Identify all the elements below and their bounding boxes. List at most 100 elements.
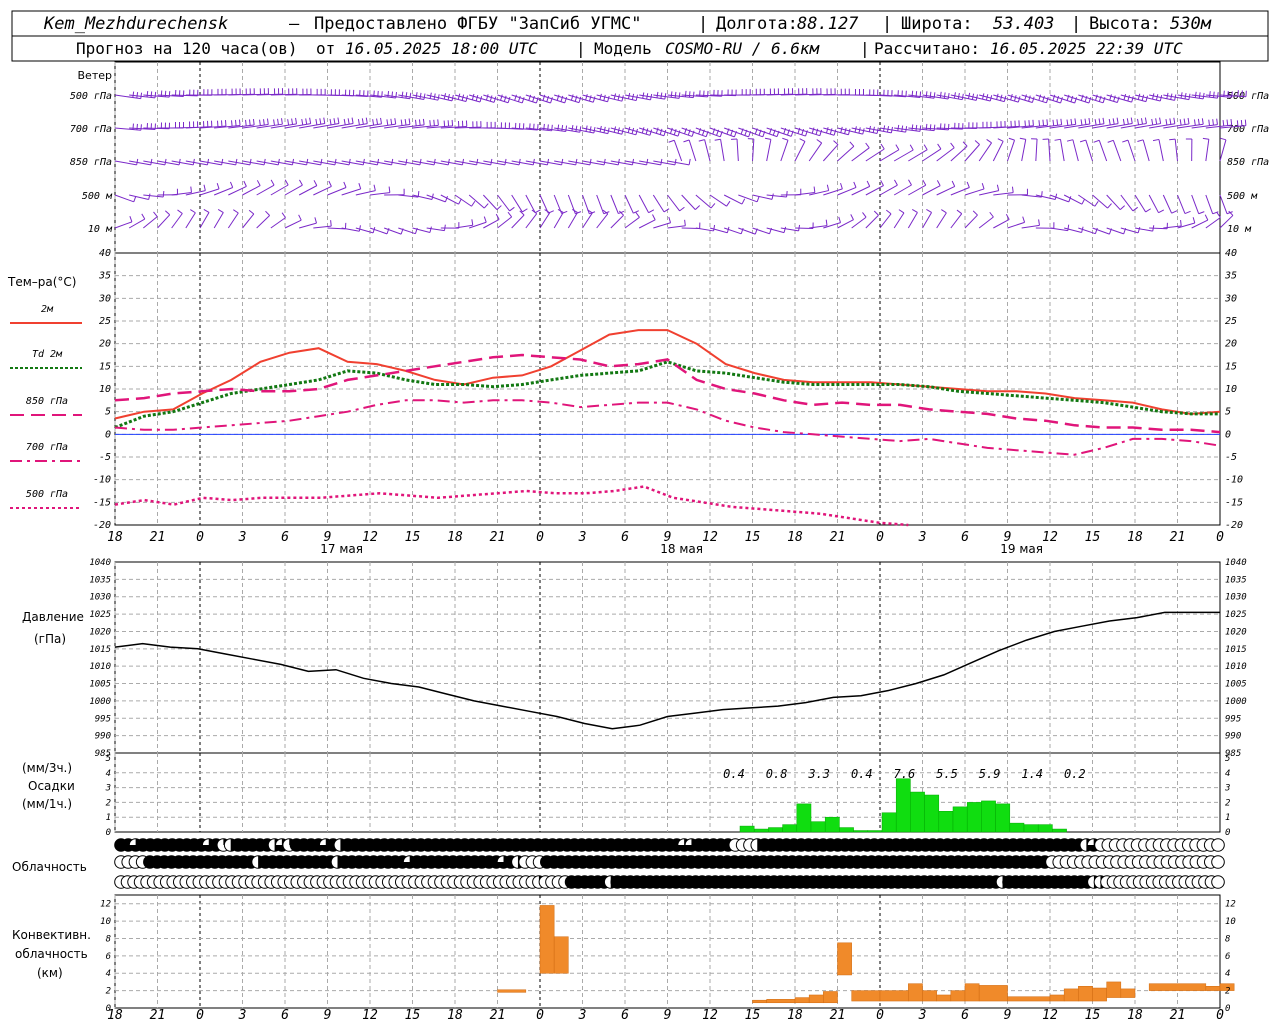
- wind-barb-icon: [624, 194, 634, 214]
- wind-level-label-left: 700 гПа: [70, 124, 112, 135]
- convective-y-tick-left: 6: [106, 952, 111, 962]
- convective-y-tick-right: 10: [1225, 917, 1236, 927]
- wind-barb-icon: [1191, 194, 1200, 214]
- wind-barb-feather: [319, 118, 322, 125]
- convective-bar: [752, 999, 767, 1004]
- precip-bar: [824, 816, 840, 833]
- wind-barb-feather: [140, 92, 143, 99]
- wind-barb-feather: [1107, 203, 1112, 209]
- pressure-y-tick-right: 995: [1225, 714, 1241, 724]
- wind-barb-icon: [1142, 139, 1150, 162]
- wind-barb-icon: [185, 212, 196, 229]
- temp-x-tick-label: 9: [324, 530, 332, 545]
- convective-y-tick-left: 2: [106, 987, 111, 997]
- wind-barb-icon: [837, 186, 857, 196]
- wind-barb-feather: [248, 209, 255, 215]
- wind-barb-feather: [607, 95, 610, 102]
- convective-bar: [766, 999, 796, 1004]
- wind-barb-icon: [299, 123, 325, 129]
- wind-barb-feather: [217, 209, 224, 213]
- wind-barb-feather: [799, 138, 806, 142]
- wind-barb-feather: [1008, 137, 1015, 141]
- wind-barb-feather: [1094, 227, 1098, 234]
- wind-barb-feather: [140, 124, 142, 131]
- pressure-title: Давление: [22, 610, 84, 624]
- pressure-y-tick-left: 1025: [89, 610, 111, 620]
- wind-barb-feather: [1226, 119, 1229, 126]
- wind-barb-icon: [539, 160, 562, 166]
- wind-barb-icon: [1007, 125, 1034, 129]
- wind-barb-icon: [1177, 222, 1195, 229]
- wind-barb-icon: [596, 160, 619, 166]
- temp-x-tick-label: 6: [961, 530, 969, 545]
- wind-barb-icon: [695, 127, 721, 138]
- precip-y-tick-right: 2: [1225, 798, 1230, 808]
- convective-y-tick-right: 2: [1225, 987, 1230, 997]
- wind-barb-feather: [281, 118, 283, 125]
- wind-barb-icon: [440, 94, 467, 102]
- wind-barb-feather: [950, 142, 955, 149]
- wind-barb-feather: [771, 193, 774, 200]
- wind-barb-feather: [947, 92, 950, 100]
- conv-x-tick-label: 12: [362, 1008, 378, 1023]
- wind-barb-feather: [997, 138, 1004, 142]
- pressure-y-tick-right: 1010: [1225, 662, 1247, 672]
- wind-barb-feather: [648, 209, 655, 214]
- wind-barb-icon: [979, 94, 1005, 103]
- wind-barb-feather: [873, 210, 879, 216]
- wind-barb-icon: [185, 126, 212, 129]
- temp-y-tick-right: -5: [1225, 452, 1237, 463]
- svg-text:|: |: [698, 14, 708, 34]
- wind-barb-feather: [1208, 119, 1211, 126]
- wind-barb-feather: [372, 226, 376, 234]
- conv-x-tick-label: 18: [107, 1008, 123, 1023]
- temp-x-tick-label: 21: [830, 530, 846, 545]
- wind-barb-icon: [412, 227, 431, 233]
- wind-barb-icon: [723, 194, 743, 205]
- temp-x-tick-label: 15: [1085, 530, 1101, 545]
- wind-barb-feather: [1093, 139, 1100, 143]
- conv-x-tick-label: 15: [745, 1008, 761, 1023]
- temp-x-tick-label: 3: [578, 530, 587, 545]
- calc-label: Рассчитано:: [874, 39, 980, 58]
- wind-barb-icon: [143, 194, 164, 198]
- wind-barb-feather: [323, 117, 326, 124]
- wind-barb-feather: [1227, 91, 1229, 98]
- wind-barb-feather: [1137, 118, 1140, 125]
- wind-barb-feather: [1031, 96, 1035, 103]
- wind-barb-icon: [355, 160, 378, 166]
- wind-barb-icon: [907, 212, 918, 229]
- wind-barb-feather: [1005, 213, 1010, 220]
- wind-barb-feather: [649, 129, 653, 136]
- wind-barb-icon: [256, 215, 270, 229]
- wind-barb-feather: [911, 124, 914, 131]
- wind-barb-feather: [575, 125, 578, 132]
- wind-barb-feather: [287, 119, 290, 126]
- wind-barb-feather: [234, 119, 237, 126]
- wind-barb-feather: [663, 208, 670, 213]
- wind-barb-feather: [1017, 96, 1021, 103]
- convective-y-tick-right: 8: [1225, 934, 1230, 944]
- wind-barb-feather: [437, 119, 439, 126]
- wind-barb-icon: [469, 94, 495, 103]
- wind-barb-feather: [518, 158, 521, 165]
- convective-bar: [497, 989, 527, 993]
- temp-x-tick-label: 21: [1170, 530, 1186, 545]
- precip-bar: [796, 803, 812, 833]
- precip-panel-frame: [114, 752, 1221, 833]
- conv-x-tick-label: 18: [1127, 1008, 1143, 1023]
- wind-barb-feather: [1141, 94, 1145, 101]
- temp-y-tick-right: 25: [1225, 316, 1237, 327]
- wind-barb-icon: [412, 160, 435, 166]
- wind-barb-feather: [429, 120, 431, 127]
- wind-barb-feather: [713, 224, 716, 232]
- wind-barb-feather: [1122, 139, 1129, 143]
- wind-barb-feather: [677, 130, 681, 137]
- wind-barb-feather: [898, 209, 905, 214]
- wind-barb-feather: [1042, 95, 1045, 102]
- wind-barb-icon: [1064, 227, 1082, 234]
- conv-x-tick-label: 21: [150, 1008, 166, 1023]
- wind-barb-feather: [833, 129, 837, 136]
- convective-bar: [1049, 994, 1065, 1002]
- wind-barb-icon: [129, 160, 151, 166]
